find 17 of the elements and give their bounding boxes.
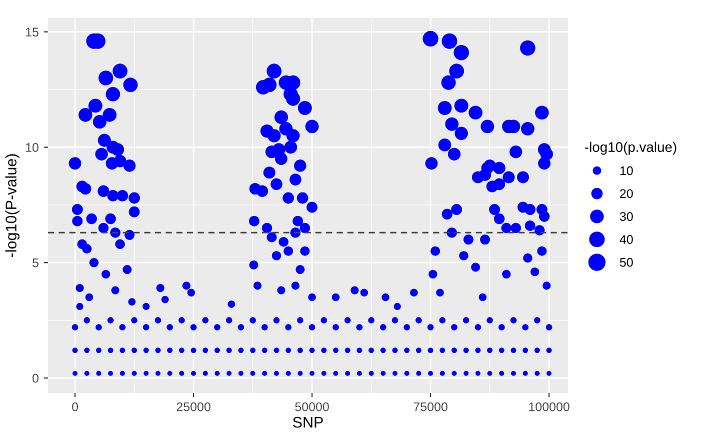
legend-label: 30	[620, 212, 633, 221]
legend-label: 20	[620, 189, 633, 198]
legend-label: 10	[620, 166, 633, 176]
x-tick-label: 50000	[295, 402, 329, 412]
y-tick-label: 0	[32, 374, 38, 383]
y-tick-label: 10	[26, 143, 38, 152]
x-axis-title: SNP	[292, 416, 323, 428]
x-tick-label: 100000	[529, 402, 570, 412]
y-axis-title: -log10(P-value)	[5, 154, 20, 258]
legend-title: -log10(p.value)	[585, 142, 676, 155]
legend-label: 40	[620, 235, 633, 244]
x-tick-label: 75000	[414, 402, 448, 412]
y-tick-label: 5	[32, 258, 38, 268]
x-tick-label: 0	[72, 402, 78, 412]
y-tick-label: 15	[26, 28, 38, 36]
legend-label: 50	[620, 258, 633, 267]
x-tick-label: 25000	[176, 402, 210, 412]
